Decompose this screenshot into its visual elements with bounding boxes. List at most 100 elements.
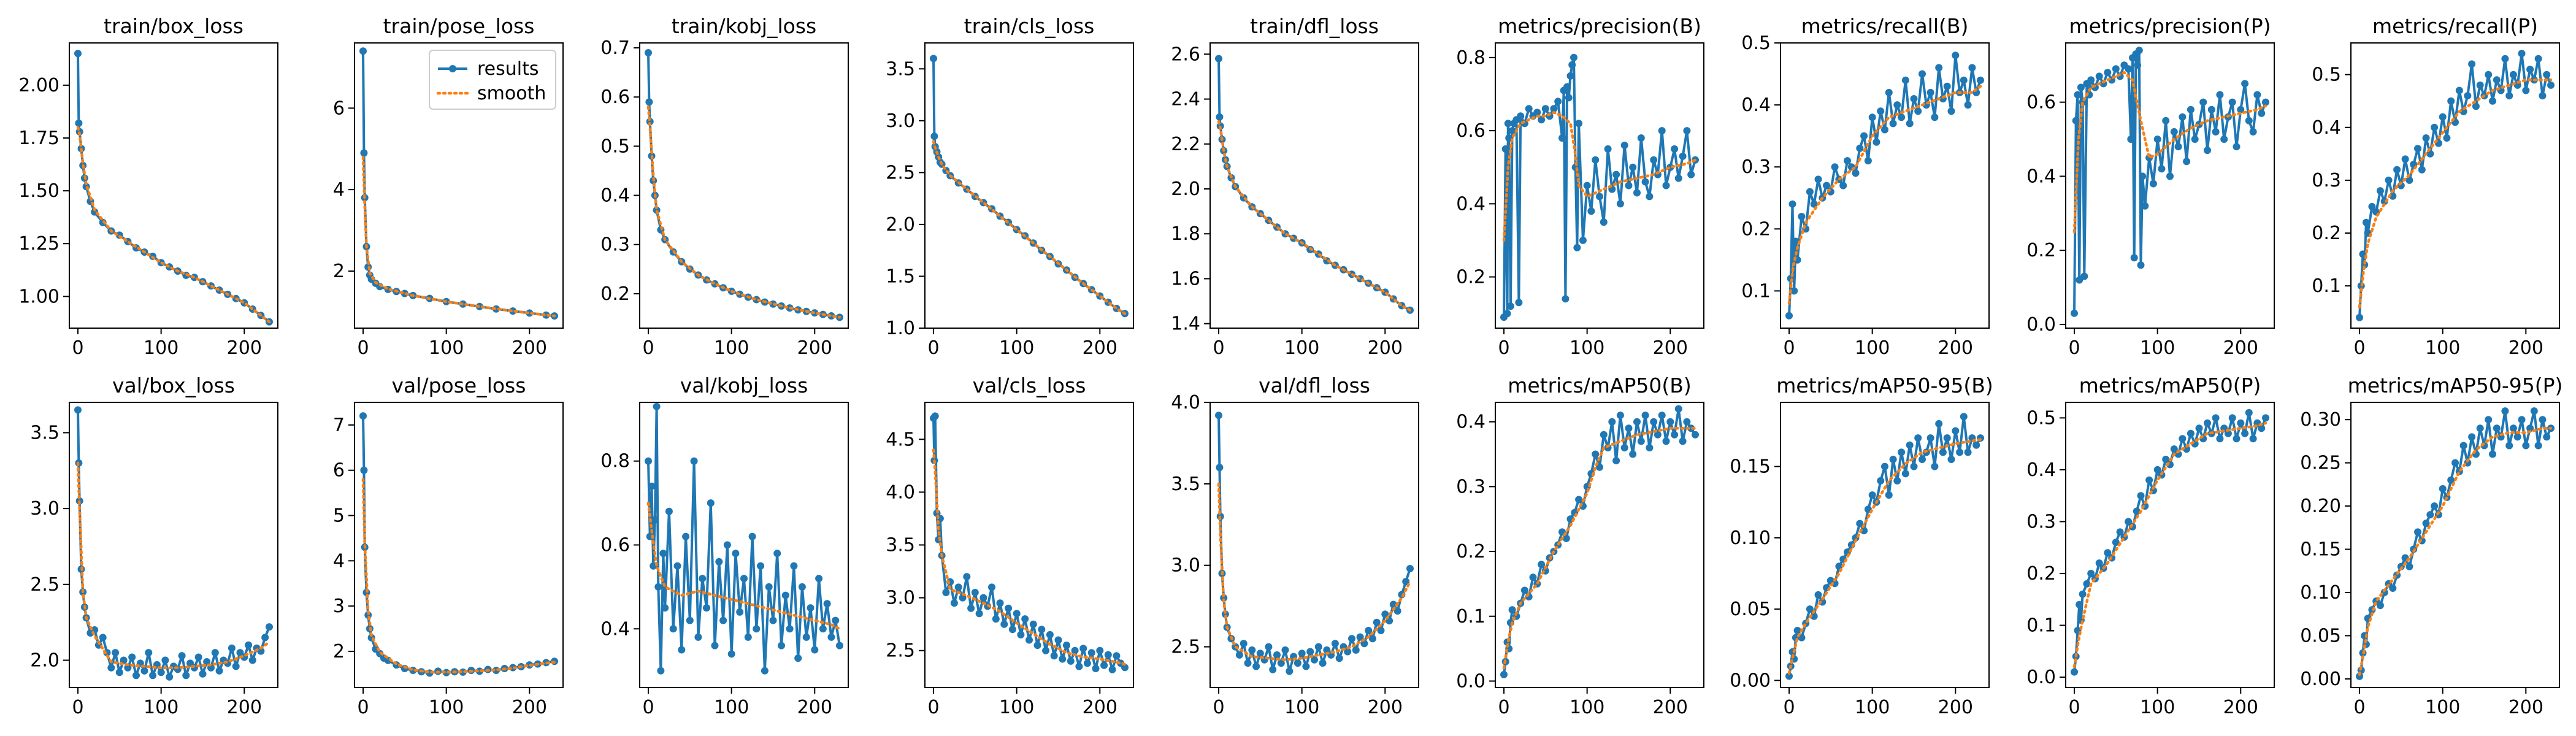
data-point (2447, 476, 2455, 484)
data-point (1215, 55, 1222, 63)
series-smooth-line (932, 448, 1127, 666)
data-point (1256, 650, 1264, 657)
data-point (1596, 463, 1603, 471)
data-point (707, 499, 715, 507)
axes-frame (1780, 42, 1990, 329)
data-point (526, 309, 534, 317)
x-tick-label: 100 (1855, 337, 1890, 359)
data-point (2505, 442, 2513, 450)
panel-train-pose-loss: train/pose_loss 0 100 200 2 4 6 results smooth (333, 14, 564, 359)
y-tick-label: 0.2 (2026, 240, 2056, 261)
y-tick-label: 2.0 (30, 650, 59, 671)
data-point (1025, 636, 1033, 644)
data-point (1273, 651, 1281, 659)
data-point (1860, 132, 1868, 140)
data-point (1856, 519, 1864, 527)
series-results-line (77, 53, 270, 323)
data-point (1600, 431, 1608, 439)
y-tick-label: 2.0 (886, 214, 915, 236)
panel-metrics-map50-p: metrics/mAP50(P) 0 100 200 0.0 0.1 0.2 0.3 0.4 0.… (2026, 374, 2275, 718)
panel-val-dfl-loss: val/dfl_loss 0 100 200 2.5 3.0 3.5 4.0 (1171, 374, 1419, 718)
data-point (2195, 424, 2203, 432)
y-tick-label: 0.0 (2026, 314, 2056, 335)
y-tick-label: 0.2 (1456, 541, 1485, 562)
data-point (736, 608, 744, 616)
data-point (266, 623, 273, 631)
data-point (1063, 642, 1070, 650)
data-point (699, 575, 707, 583)
data-point (1042, 646, 1050, 654)
data-point (1952, 427, 1960, 435)
y-tick-label: 0.2 (1741, 218, 1771, 240)
y-tick-label: 4.0 (1171, 392, 1200, 413)
data-point (128, 653, 136, 661)
x-tick-label: 100 (714, 337, 749, 359)
data-point (2422, 134, 2430, 142)
x-tick-label: 100 (999, 697, 1034, 718)
data-point (1604, 145, 1612, 153)
panel-val-cls-loss: val/cls_loss 0 100 200 2.5 3.0 3.5 4.0 4.5 (886, 374, 1134, 718)
x-tick-label: 200 (227, 697, 262, 718)
data-point (2447, 97, 2455, 105)
data-point (2183, 158, 2191, 166)
data-point (1240, 640, 1248, 648)
x-tick-label: 100 (2140, 337, 2175, 359)
data-point (996, 599, 1004, 607)
data-point (1814, 175, 1822, 183)
data-point (2401, 155, 2409, 163)
series-smooth-line (76, 126, 271, 323)
data-point (2130, 254, 2138, 262)
data-point (2071, 309, 2078, 317)
y-tick-label: 4.5 (886, 429, 915, 450)
data-point (2212, 414, 2220, 422)
data-point (74, 50, 82, 58)
data-point (1885, 88, 1893, 96)
data-point (1868, 491, 1876, 499)
data-point (2534, 55, 2542, 63)
data-point (1683, 127, 1691, 135)
y-tick-label: 0.6 (600, 535, 630, 556)
data-point (2137, 492, 2145, 500)
data-point (2095, 559, 2103, 567)
data-point (1104, 651, 1112, 659)
panel-title: train/box_loss (104, 14, 243, 38)
data-point (1881, 462, 1888, 470)
data-point (1785, 672, 1793, 680)
data-point (1658, 127, 1666, 135)
data-point (1831, 580, 1839, 588)
plot-area (359, 47, 558, 320)
y-tick-label: 0.4 (1456, 412, 1485, 433)
data-point (786, 625, 794, 633)
y-tick-label: 0.20 (2300, 496, 2341, 517)
y-tick-label: 6 (333, 98, 345, 119)
data-point (2104, 549, 2112, 557)
data-point (1893, 477, 1901, 485)
data-point (1612, 457, 1620, 465)
data-point (1008, 626, 1016, 634)
data-point (1566, 72, 1574, 80)
data-point (2071, 668, 2078, 676)
data-point (2405, 562, 2413, 570)
data-point (1562, 534, 1570, 542)
axes-frame (1495, 42, 1704, 329)
data-point (2361, 261, 2369, 269)
data-point (2179, 435, 2187, 443)
series-results-line (647, 405, 841, 672)
x-tick-label: 0 (72, 697, 83, 718)
y-tick-label: 0.1 (1456, 606, 1485, 627)
data-point (1393, 607, 1401, 615)
data-point (1798, 213, 1806, 220)
data-point (2356, 313, 2363, 321)
x-tick-label: 0 (927, 337, 939, 359)
x-tick-label: 0 (642, 337, 654, 359)
data-point (2376, 187, 2384, 195)
panel-title: train/cls_loss (964, 14, 1095, 38)
data-point (1788, 200, 1796, 208)
data-point (1662, 437, 1670, 445)
data-point (761, 667, 769, 675)
data-point (1960, 76, 1968, 84)
data-point (1311, 656, 1318, 664)
data-point (2145, 476, 2153, 484)
data-point (1785, 312, 1793, 320)
y-tick-label: 2.00 (18, 75, 59, 96)
